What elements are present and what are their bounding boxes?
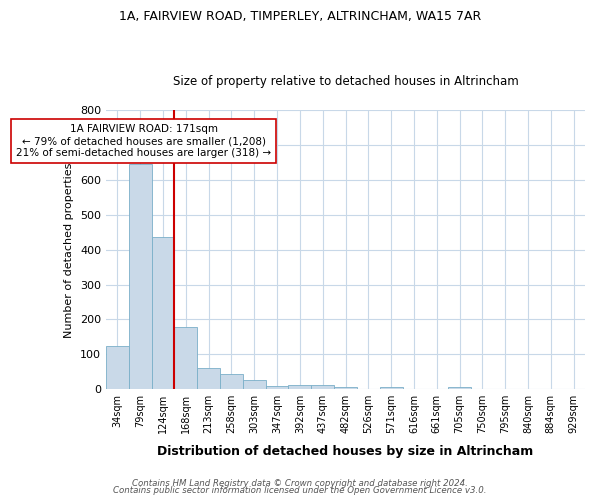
- Bar: [380, 386, 403, 389]
- Bar: [266, 386, 289, 389]
- Text: Contains HM Land Registry data © Crown copyright and database right 2024.: Contains HM Land Registry data © Crown c…: [132, 478, 468, 488]
- Title: Size of property relative to detached houses in Altrincham: Size of property relative to detached ho…: [173, 76, 518, 88]
- Text: 1A FAIRVIEW ROAD: 171sqm
← 79% of detached houses are smaller (1,208)
21% of sem: 1A FAIRVIEW ROAD: 171sqm ← 79% of detach…: [16, 124, 271, 158]
- Bar: [106, 346, 129, 389]
- Text: Contains public sector information licensed under the Open Government Licence v3: Contains public sector information licen…: [113, 486, 487, 495]
- X-axis label: Distribution of detached houses by size in Altrincham: Distribution of detached houses by size …: [157, 444, 533, 458]
- Bar: [175, 327, 197, 389]
- Bar: [129, 164, 152, 389]
- Bar: [243, 380, 266, 389]
- Bar: [289, 384, 311, 389]
- Bar: [197, 368, 220, 389]
- Bar: [334, 386, 357, 389]
- Bar: [152, 236, 175, 389]
- Bar: [311, 384, 334, 389]
- Text: 1A, FAIRVIEW ROAD, TIMPERLEY, ALTRINCHAM, WA15 7AR: 1A, FAIRVIEW ROAD, TIMPERLEY, ALTRINCHAM…: [119, 10, 481, 23]
- Bar: [220, 374, 243, 389]
- Bar: [448, 386, 471, 389]
- Y-axis label: Number of detached properties: Number of detached properties: [64, 162, 74, 338]
